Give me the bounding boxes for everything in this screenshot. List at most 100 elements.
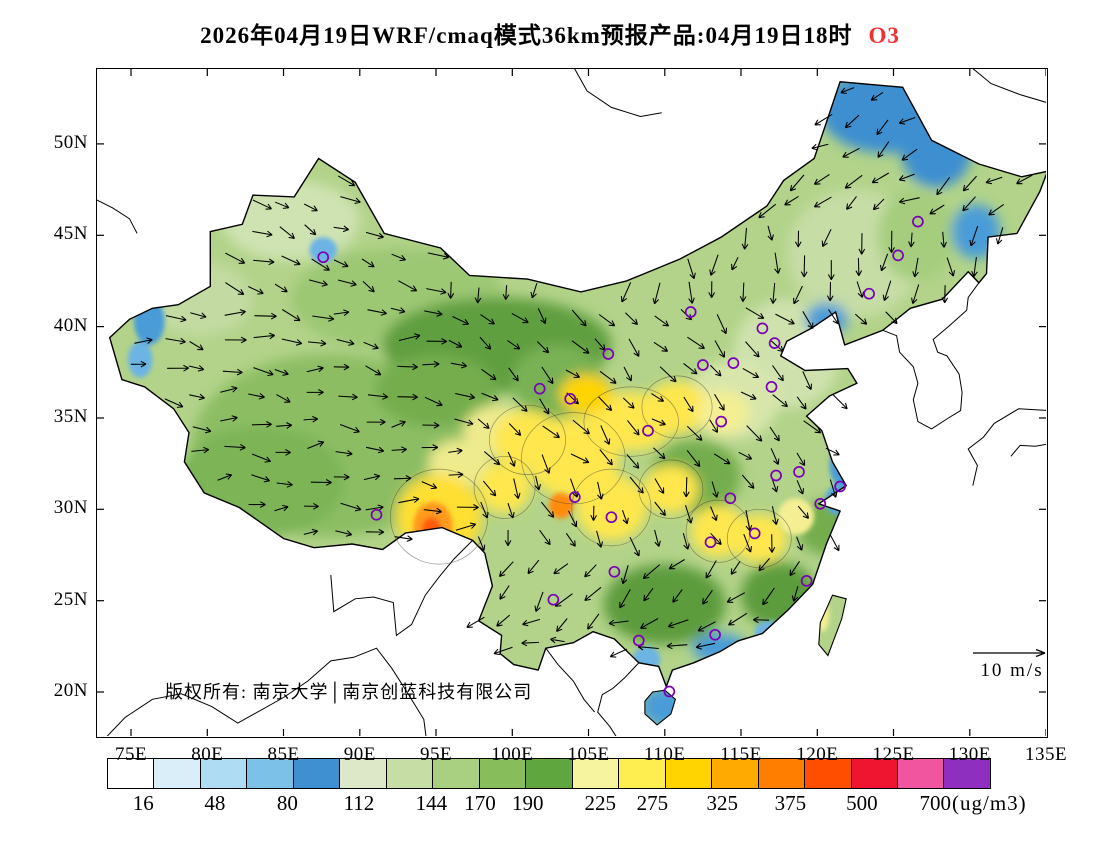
colorbar-tick-label: 700: [919, 791, 952, 815]
lon-axis-label: 115E: [720, 744, 762, 765]
lat-axis-label: 40N: [53, 314, 88, 336]
colorbar-cell: [479, 759, 527, 788]
coastline: [972, 69, 1046, 103]
chart-title: 2026年04月19日WRF/cmaq模式36km预报产品:04月19日18时 O…: [0, 16, 1100, 50]
colorbar-cell: [433, 759, 480, 788]
copyright-text: 版权所有: 南京大学│南京创蓝科技有限公司: [165, 682, 533, 702]
coastline: [574, 69, 662, 118]
lon-axis-label: 75E: [114, 744, 148, 765]
city-marker: [715, 415, 728, 428]
colorbar-tick-label: 16: [132, 791, 154, 815]
map-plot-area: [96, 68, 1048, 738]
coastline: [597, 662, 640, 736]
city-marker: [697, 359, 709, 371]
colorbar-cell: [572, 759, 620, 788]
wind-vector-field: [130, 87, 1033, 658]
city-marker: [704, 536, 717, 549]
colorbar-cell: [851, 759, 898, 788]
lon-axis-label: 80E: [191, 744, 224, 765]
colorbar-tick-label: 375: [774, 791, 807, 815]
lon-axis-label: 125E: [872, 744, 915, 765]
colorbar-cell: [944, 759, 990, 788]
contour-line: [641, 375, 713, 439]
lon-axis-label: 120E: [796, 744, 839, 765]
city-marker: [533, 382, 546, 395]
colorbar-tick-label: 190: [512, 791, 544, 815]
lon-axis-label: 110E: [644, 744, 686, 765]
colorbar-cell: [526, 759, 573, 788]
colorbar-tick-label: 48: [204, 791, 226, 815]
title-text: 2026年04月19日WRF/cmaq模式36km预报产品:04月19日18时: [200, 23, 853, 48]
lon-axis-label: 90E: [343, 744, 376, 765]
colorbar-tick-label: 325: [706, 791, 739, 815]
coastline: [545, 647, 595, 713]
contour-line: [571, 468, 652, 547]
colorbar: [107, 758, 991, 789]
pollutant-label: O3: [868, 23, 900, 48]
colorbar-cell: [293, 759, 341, 788]
city-marker: [748, 527, 761, 540]
colorbar-tick-label: 170: [464, 791, 496, 815]
china-border: [108, 81, 1046, 689]
city-marker: [684, 306, 697, 318]
contour-line: [583, 386, 679, 457]
city-marker: [727, 357, 740, 369]
colorbar-tick-label: 112: [343, 791, 375, 815]
city-marker: [892, 249, 904, 262]
colorbar-cell: [805, 759, 852, 788]
city-marker: [793, 466, 805, 478]
lon-axis-label: 135E: [1024, 744, 1068, 765]
lat-axis-label: 45N: [53, 223, 88, 245]
coastline: [882, 282, 980, 430]
colorbar-cell: [154, 759, 201, 788]
taiwan-outline: [818, 594, 847, 657]
city-marker: [800, 575, 813, 587]
concentration-field: [109, 81, 1046, 725]
colorbar-tick-label: 225: [584, 791, 617, 815]
colorbar-unit: (ug/m3): [952, 791, 1027, 815]
city-marker: [605, 511, 618, 524]
city-marker: [709, 628, 721, 641]
city-marker: [564, 392, 577, 405]
colorbar-tick-label: 500: [846, 791, 878, 815]
city-marker: [568, 491, 581, 503]
lat-axis-label: 30N: [53, 497, 88, 519]
coastline: [1010, 443, 1046, 457]
colorbar-tick-label: 144: [415, 791, 448, 815]
city-marker: [765, 381, 778, 393]
wind-scale-arrow: [973, 648, 1046, 658]
colorbar-cell: [386, 759, 434, 788]
city-marker: [912, 215, 924, 228]
colorbar-cell: [712, 759, 759, 788]
city-marker: [632, 634, 645, 647]
colorbar-tick-label: 80: [276, 791, 298, 815]
colorbar-cell: [108, 759, 155, 788]
colorbar-cell: [340, 759, 387, 788]
colorbar-cell: [665, 759, 713, 788]
colorbar-cell: [758, 759, 806, 788]
colorbar-cell: [619, 759, 666, 788]
contour-line: [489, 404, 566, 475]
colorbar-cell: [247, 759, 294, 788]
coastline: [330, 540, 473, 637]
city-marker: [756, 322, 769, 335]
colorbar-cell: [897, 759, 945, 788]
contour-line: [638, 459, 704, 519]
china-concentration-map: [97, 69, 1046, 736]
lon-axis-label: 105E: [567, 744, 610, 765]
city-marker: [834, 480, 846, 493]
city-marker: [608, 565, 621, 578]
city-marker: [547, 593, 560, 606]
contour-line: [473, 455, 536, 519]
colorbar-labels: 16 48 80 112 144 170 190 225 275 325 375 500 700: [107, 791, 991, 817]
city-marker: [317, 251, 330, 264]
city-marker: [768, 337, 781, 349]
coastline: [967, 408, 1046, 486]
lon-axis-label: 130E: [948, 744, 991, 765]
coastline: [283, 647, 427, 736]
lat-axis-label: 20N: [53, 680, 88, 701]
lat-axis-label: 50N: [53, 131, 88, 153]
wind-scale-label: 10 m/s: [980, 660, 1044, 681]
lon-axis-label: 95E: [419, 744, 453, 765]
